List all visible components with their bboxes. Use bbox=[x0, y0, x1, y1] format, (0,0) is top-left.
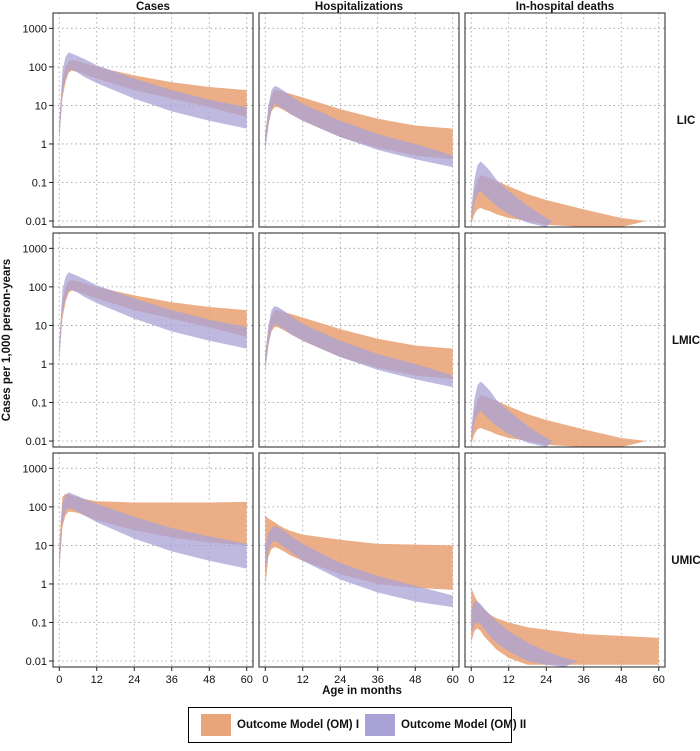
band-om2-lmic-hospitalizations bbox=[265, 305, 453, 388]
x-tick-label-cases-60: 60 bbox=[241, 674, 253, 686]
band-om2-umic-hospitalizations bbox=[265, 525, 453, 608]
y-tick-label-lmic-4: 100 bbox=[29, 282, 47, 294]
band-om2-lic-cases bbox=[59, 52, 247, 144]
x-tick-label-cases-48: 48 bbox=[203, 674, 215, 686]
x-tick-label-in-hospital-deaths-24: 24 bbox=[540, 674, 552, 686]
x-tick-label-in-hospital-deaths-12: 12 bbox=[503, 674, 515, 686]
y-tick-label-lic-4: 100 bbox=[29, 62, 47, 74]
x-tick-label-cases-36: 36 bbox=[166, 674, 178, 686]
y-tick-label-lmic-3: 10 bbox=[35, 320, 47, 332]
y-tick-label-lmic-5: 1000 bbox=[23, 243, 47, 255]
legend-item-om1: Outcome Model (OM) I bbox=[201, 714, 359, 736]
row-label-lic: LIC bbox=[677, 115, 696, 127]
y-tick-label-umic-5: 1000 bbox=[23, 463, 47, 475]
band-om2-lic-hospitalizations bbox=[265, 85, 453, 168]
legend-label-om1: Outcome Model (OM) I bbox=[237, 719, 360, 731]
y-tick-label-lmic-2: 1 bbox=[41, 359, 47, 371]
band-om2-lmic-in-hospital-deaths bbox=[471, 381, 553, 447]
band-om1-umic-hospitalizations bbox=[265, 515, 453, 590]
x-tick-label-hospitalizations-12: 12 bbox=[297, 674, 309, 686]
y-tick-label-umic-4: 100 bbox=[29, 502, 47, 514]
y-tick-label-lic-1: 0.1 bbox=[32, 177, 47, 189]
row-label-umic: UMIC bbox=[671, 555, 700, 567]
legend-swatch-om2 bbox=[365, 714, 396, 736]
y-tick-label-umic-1: 0.1 bbox=[32, 617, 47, 629]
band-om2-umic-in-hospital-deaths bbox=[471, 601, 578, 667]
x-tick-label-in-hospital-deaths-0: 0 bbox=[468, 674, 474, 686]
y-tick-label-lic-0: 0.01 bbox=[26, 216, 47, 228]
y-tick-label-lic-2: 1 bbox=[41, 139, 47, 151]
y-tick-label-lic-5: 1000 bbox=[23, 23, 47, 35]
panel-frame-lic-cases bbox=[52, 12, 254, 228]
y-tick-label-lmic-1: 0.1 bbox=[32, 397, 47, 409]
x-tick-label-in-hospital-deaths-36: 36 bbox=[578, 674, 590, 686]
x-tick-label-cases-24: 24 bbox=[128, 674, 140, 686]
row-label-lmic: LMIC bbox=[672, 335, 700, 347]
y-tick-label-umic-0: 0.01 bbox=[26, 656, 47, 668]
legend-swatch-om1 bbox=[201, 714, 231, 736]
x-tick-label-cases-0: 0 bbox=[56, 674, 62, 686]
y-tick-label-umic-3: 10 bbox=[35, 540, 47, 552]
x-tick-label-hospitalizations-36: 36 bbox=[372, 674, 384, 686]
column-header-cases: Cases bbox=[136, 1, 170, 13]
legend-label-om2: Outcome Model (OM) II bbox=[401, 719, 527, 731]
panel-frame-lmic-cases bbox=[52, 232, 254, 448]
x-axis-title: Age in months bbox=[322, 685, 402, 697]
y-tick-label-lic-3: 10 bbox=[35, 100, 47, 112]
x-tick-label-hospitalizations-24: 24 bbox=[334, 674, 346, 686]
panel-frame-lic-hospitalizations bbox=[258, 12, 460, 228]
column-header-in-hospital-deaths: In-hospital deaths bbox=[516, 1, 614, 13]
band-om2-umic-cases bbox=[59, 492, 247, 573]
panel-frame-lmic-in-hospital-deaths bbox=[464, 232, 666, 448]
x-tick-label-hospitalizations-0: 0 bbox=[262, 674, 268, 686]
y-tick-label-umic-2: 1 bbox=[41, 579, 47, 591]
legend-item-om2: Outcome Model (OM) II bbox=[365, 714, 526, 736]
x-tick-label-in-hospital-deaths-48: 48 bbox=[615, 674, 627, 686]
band-om2-lmic-cases bbox=[59, 272, 247, 364]
legend: Outcome Model (OM) I Outcome Model (OM) … bbox=[188, 707, 526, 743]
y-tick-label-lmic-0: 0.01 bbox=[26, 436, 47, 448]
panel-frame-lic-in-hospital-deaths bbox=[464, 12, 666, 228]
x-tick-label-in-hospital-deaths-60: 60 bbox=[653, 674, 665, 686]
panel-frame-umic-hospitalizations bbox=[258, 452, 460, 668]
band-om2-lic-in-hospital-deaths bbox=[471, 161, 553, 227]
panel-frame-umic-in-hospital-deaths bbox=[464, 452, 666, 668]
x-tick-label-hospitalizations-60: 60 bbox=[447, 674, 459, 686]
x-tick-label-cases-12: 12 bbox=[91, 674, 103, 686]
panel-frame-lmic-hospitalizations bbox=[258, 232, 460, 448]
x-tick-label-hospitalizations-48: 48 bbox=[409, 674, 421, 686]
column-header-hospitalizations: Hospitalizations bbox=[315, 1, 403, 13]
y-axis-title: Cases per 1,000 person-years bbox=[1, 259, 13, 421]
panel-frame-umic-cases bbox=[52, 452, 254, 668]
